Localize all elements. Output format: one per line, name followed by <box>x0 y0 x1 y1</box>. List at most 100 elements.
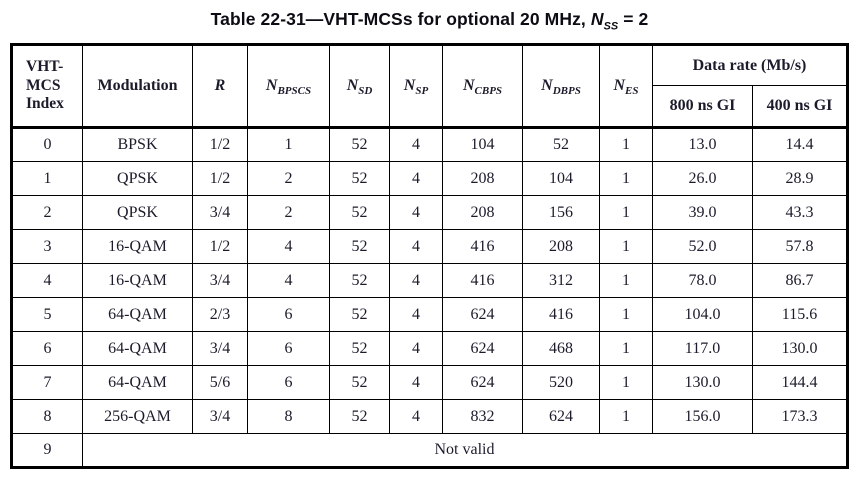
col-header-n-es: NES <box>599 44 653 129</box>
cell-rate-800ns: 39.0 <box>652 195 753 230</box>
cell-vht-mcs-index: 7 <box>11 365 83 400</box>
cell-modulation: 256-QAM <box>82 399 193 434</box>
cell-n-sp: 4 <box>389 331 443 366</box>
cell-vht-mcs-index: 3 <box>11 229 83 264</box>
table-row: 3 16-QAM 1/2 4 52 4 416 208 1 52.0 57.8 <box>11 229 848 264</box>
cell-rate-400ns: 57.8 <box>752 229 848 264</box>
cell-vht-mcs-index: 2 <box>11 195 83 230</box>
cell-n-cbps: 208 <box>442 195 523 230</box>
cell-n-dbps: 52 <box>522 127 600 162</box>
col-header-400ns-gi: 400 ns GI <box>752 85 848 129</box>
col-header-data-rate-group: Data rate (Mb/s) <box>652 44 848 86</box>
cell-n-sp: 4 <box>389 195 443 230</box>
cell-rate-800ns: 104.0 <box>652 297 753 332</box>
col-header-800ns-gi: 800 ns GI <box>652 85 753 129</box>
cell-n-es: 1 <box>599 399 653 434</box>
cell-rate-800ns: 78.0 <box>652 263 753 298</box>
cell-r: 1/2 <box>192 161 248 196</box>
cell-n-sp: 4 <box>389 229 443 264</box>
cell-n-dbps: 104 <box>522 161 600 196</box>
cell-n-sd: 52 <box>329 195 390 230</box>
header-row-1: VHT- MCS Index Modulation R NBPSCS NSD N… <box>11 44 848 129</box>
cell-rate-400ns: 43.3 <box>752 195 848 230</box>
col-header-n-cbps: NCBPS <box>442 44 523 129</box>
cell-n-es: 1 <box>599 331 653 366</box>
cell-n-es: 1 <box>599 229 653 264</box>
cell-modulation: 16-QAM <box>82 263 193 298</box>
cell-r: 5/6 <box>192 365 248 400</box>
table-row: 6 64-QAM 3/4 6 52 4 624 468 1 117.0 130.… <box>11 331 848 366</box>
n-bpscs-base: N <box>265 77 278 94</box>
cell-modulation: 64-QAM <box>82 297 193 332</box>
table-row: 7 64-QAM 5/6 6 52 4 624 520 1 130.0 144.… <box>11 365 848 400</box>
table-row: 0 BPSK 1/2 1 52 4 104 52 1 13.0 14.4 <box>11 127 848 162</box>
cell-vht-mcs-index: 4 <box>11 263 83 298</box>
col-header-r: R <box>192 44 248 129</box>
n-dbps-base: N <box>541 77 553 94</box>
cell-n-dbps: 312 <box>522 263 600 298</box>
cell-rate-400ns: 144.4 <box>752 365 848 400</box>
cell-n-cbps: 104 <box>442 127 523 162</box>
cell-n-sp: 4 <box>389 161 443 196</box>
n-cbps-subscript: CBPS <box>474 85 503 98</box>
title-variable: NSS <box>591 9 618 32</box>
cell-vht-mcs-index: 5 <box>11 297 83 332</box>
cell-vht-mcs-index: 1 <box>11 161 83 196</box>
cell-rate-800ns: 26.0 <box>652 161 753 196</box>
cell-n-bpscs: 2 <box>247 161 330 196</box>
vht-mcs-table: VHT- MCS Index Modulation R NBPSCS NSD N… <box>10 43 849 469</box>
cell-n-sp: 4 <box>389 127 443 162</box>
cell-n-sd: 52 <box>329 127 390 162</box>
table-row: 2 QPSK 3/4 2 52 4 208 156 1 39.0 43.3 <box>11 195 848 230</box>
cell-n-dbps: 520 <box>522 365 600 400</box>
cell-n-cbps: 624 <box>442 297 523 332</box>
cell-n-sp: 4 <box>389 263 443 298</box>
table-body: 0 BPSK 1/2 1 52 4 104 52 1 13.0 14.4 1 Q… <box>11 127 848 468</box>
cell-modulation: QPSK <box>82 161 193 196</box>
cell-n-dbps: 468 <box>522 331 600 366</box>
cell-n-es: 1 <box>599 195 653 230</box>
table-row: 1 QPSK 1/2 2 52 4 208 104 1 26.0 28.9 <box>11 161 848 196</box>
cell-n-sd: 52 <box>329 331 390 366</box>
cell-n-bpscs: 6 <box>247 331 330 366</box>
cell-n-es: 1 <box>599 263 653 298</box>
cell-n-dbps: 156 <box>522 195 600 230</box>
cell-rate-800ns: 117.0 <box>652 331 753 366</box>
title-variable-subscript: SS <box>603 20 619 33</box>
cell-rate-800ns: 13.0 <box>652 127 753 162</box>
cell-n-sd: 52 <box>329 263 390 298</box>
cell-modulation: 64-QAM <box>82 331 193 366</box>
cell-vht-mcs-index: 8 <box>11 399 83 434</box>
cell-n-sd: 52 <box>329 365 390 400</box>
page-title: Table 22-31—VHT-MCSs for optional 20 MHz… <box>0 9 859 32</box>
col-header-modulation: Modulation <box>82 44 193 129</box>
cell-n-bpscs: 6 <box>247 297 330 332</box>
table-row: 5 64-QAM 2/3 6 52 4 624 416 1 104.0 115.… <box>11 297 848 332</box>
cell-n-sp: 4 <box>389 399 443 434</box>
cell-n-bpscs: 6 <box>247 365 330 400</box>
cell-vht-mcs-index: 9 <box>11 433 83 468</box>
cell-n-sd: 52 <box>329 399 390 434</box>
cell-n-es: 1 <box>599 297 653 332</box>
cell-n-bpscs: 4 <box>247 229 330 264</box>
cell-n-sp: 4 <box>389 365 443 400</box>
cell-n-bpscs: 8 <box>247 399 330 434</box>
cell-n-bpscs: 2 <box>247 195 330 230</box>
n-sp-subscript: SP <box>415 85 429 98</box>
cell-r: 3/4 <box>192 331 248 366</box>
cell-n-dbps: 624 <box>522 399 600 434</box>
cell-modulation: 64-QAM <box>82 365 193 400</box>
cell-n-sd: 52 <box>329 297 390 332</box>
table-header: VHT- MCS Index Modulation R NBPSCS NSD N… <box>11 44 848 129</box>
r-symbol: R <box>214 77 226 94</box>
col-header-n-dbps: NDBPS <box>522 44 600 129</box>
col-header-n-sd: NSD <box>329 44 390 129</box>
n-sp-base: N <box>403 77 416 94</box>
cell-rate-400ns: 14.4 <box>752 127 848 162</box>
cell-n-es: 1 <box>599 161 653 196</box>
table-row: 4 16-QAM 3/4 4 52 4 416 312 1 78.0 86.7 <box>11 263 848 298</box>
n-bpscs-subscript: BPSCS <box>277 85 312 98</box>
n-sd-base: N <box>346 77 359 94</box>
cell-r: 3/4 <box>192 263 248 298</box>
cell-n-bpscs: 4 <box>247 263 330 298</box>
